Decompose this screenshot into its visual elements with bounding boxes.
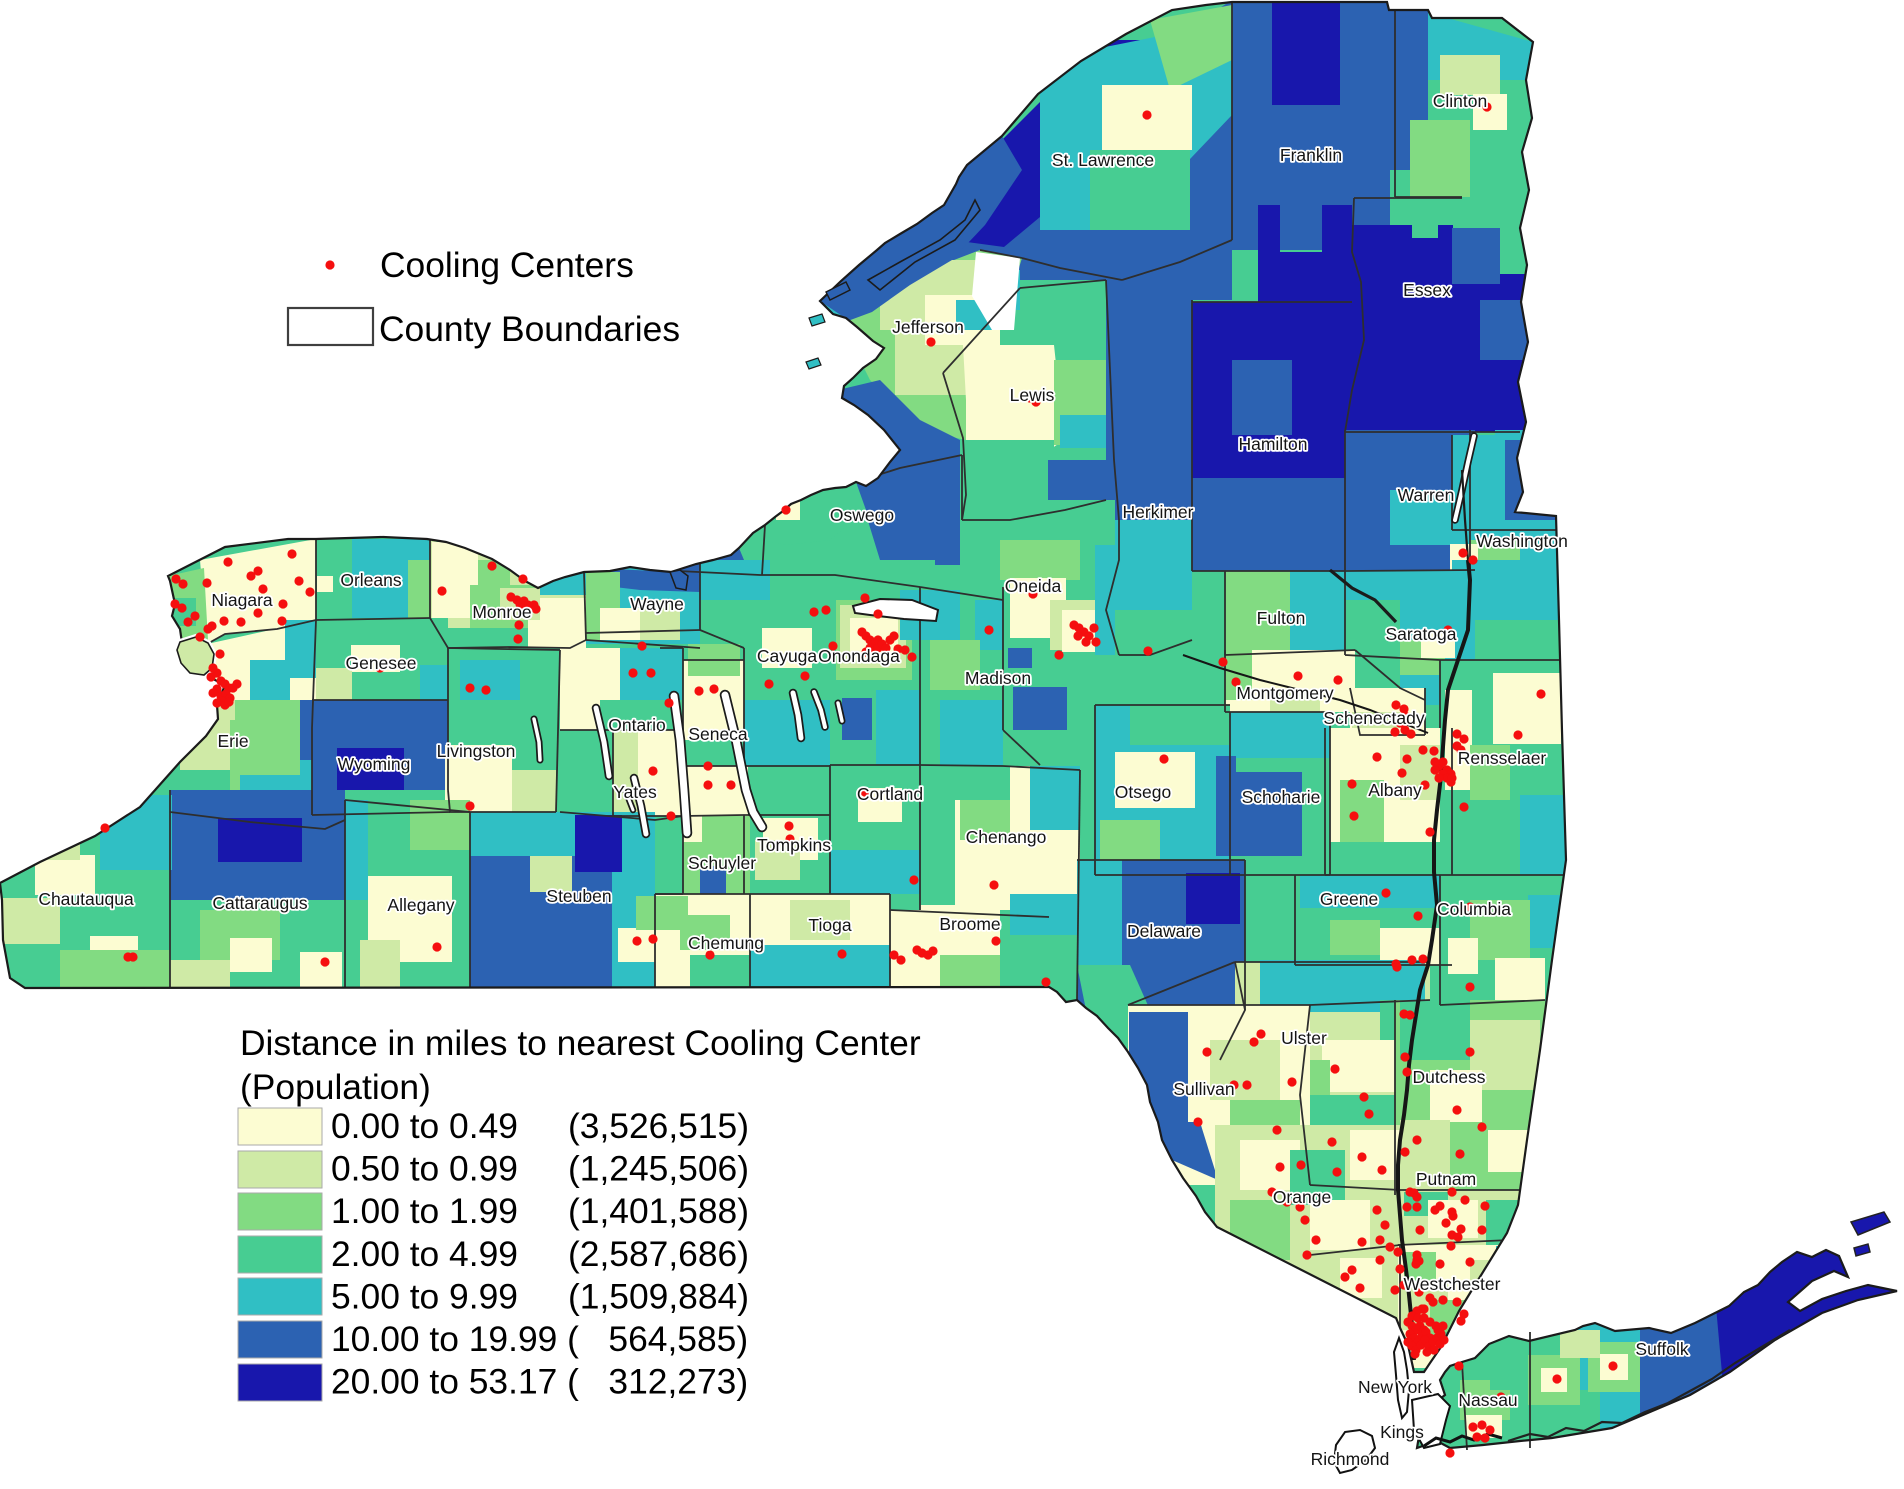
svg-text:Columbia: Columbia — [1437, 899, 1511, 919]
svg-text:Chautauqua: Chautauqua — [38, 889, 134, 909]
svg-text:1.00 to 1.99: 1.00 to 1.99 — [331, 1191, 518, 1231]
svg-text:St. Lawrence: St. Lawrence — [1052, 150, 1154, 170]
svg-text:2.00 to 4.99: 2.00 to 4.99 — [331, 1234, 518, 1274]
svg-text:Cattaraugus: Cattaraugus — [212, 893, 308, 913]
svg-text:Greene: Greene — [1320, 889, 1378, 909]
svg-text:20.00 to 53.17 ( 312,273): 20.00 to 53.17 ( 312,273) — [331, 1362, 748, 1402]
svg-text:Monroe: Monroe — [472, 602, 531, 622]
svg-text:Sullivan: Sullivan — [1173, 1079, 1234, 1099]
svg-text:Ulster: Ulster — [1281, 1028, 1327, 1048]
svg-text:Rensselaer: Rensselaer — [1458, 748, 1547, 768]
svg-text:Franklin: Franklin — [1280, 145, 1342, 165]
svg-text:Broome: Broome — [939, 914, 1000, 934]
svg-text:Nassau: Nassau — [1458, 1390, 1517, 1410]
svg-text:Tompkins: Tompkins — [757, 835, 831, 855]
svg-text:Montgomery: Montgomery — [1236, 683, 1334, 703]
svg-text:Hamilton: Hamilton — [1238, 434, 1307, 454]
svg-text:Herkimer: Herkimer — [1123, 502, 1194, 522]
svg-text:Erie: Erie — [217, 731, 248, 751]
svg-text:5.00 to 9.99: 5.00 to 9.99 — [331, 1276, 518, 1316]
svg-text:10.00 to 19.99 ( 564,585): 10.00 to 19.99 ( 564,585) — [331, 1319, 748, 1359]
svg-text:Lewis: Lewis — [1010, 385, 1055, 405]
svg-text:Cooling Centers: Cooling Centers — [380, 245, 634, 285]
svg-text:(Population): (Population) — [240, 1067, 431, 1107]
svg-text:Dutchess: Dutchess — [1413, 1067, 1486, 1087]
svg-text:Ontario: Ontario — [608, 715, 665, 735]
svg-text:County Boundaries: County Boundaries — [379, 309, 680, 349]
svg-text:Fulton: Fulton — [1257, 608, 1306, 628]
svg-text:Genesee: Genesee — [345, 653, 416, 673]
svg-text:Saratoga: Saratoga — [1385, 624, 1456, 644]
svg-text:Otsego: Otsego — [1115, 782, 1171, 802]
svg-text:Kings: Kings — [1380, 1422, 1424, 1442]
svg-text:Tioga: Tioga — [808, 915, 851, 935]
svg-text:Schuyler: Schuyler — [688, 853, 756, 873]
svg-text:(1,509,884): (1,509,884) — [568, 1276, 749, 1316]
svg-text:Yates: Yates — [613, 782, 657, 802]
svg-text:Chenango: Chenango — [966, 827, 1047, 847]
svg-text:(3,526,515): (3,526,515) — [568, 1106, 749, 1146]
svg-text:(2,587,686): (2,587,686) — [568, 1234, 749, 1274]
svg-text:Onondaga: Onondaga — [818, 646, 900, 666]
svg-text:0.00 to 0.49: 0.00 to 0.49 — [331, 1106, 518, 1146]
svg-text:Cortland: Cortland — [857, 784, 923, 804]
svg-text:Madison: Madison — [965, 668, 1031, 688]
svg-text:Allegany: Allegany — [387, 895, 454, 915]
svg-text:Seneca: Seneca — [688, 724, 748, 744]
svg-text:Jefferson: Jefferson — [892, 317, 964, 337]
svg-text:Wyoming: Wyoming — [338, 754, 411, 774]
svg-text:Suffolk: Suffolk — [1635, 1339, 1688, 1359]
svg-text:Putnam: Putnam — [1416, 1169, 1476, 1189]
svg-text:New York: New York — [1358, 1377, 1432, 1397]
svg-text:Livingston: Livingston — [437, 741, 516, 761]
svg-text:Distance in miles to nearest C: Distance in miles to nearest Cooling Cen… — [240, 1023, 921, 1063]
svg-text:Chemung: Chemung — [688, 933, 764, 953]
svg-text:(1,245,506): (1,245,506) — [568, 1149, 749, 1189]
svg-text:Schenectady: Schenectady — [1323, 708, 1424, 728]
svg-text:Oneida: Oneida — [1005, 576, 1062, 596]
svg-text:0.50 to 0.99: 0.50 to 0.99 — [331, 1149, 518, 1189]
svg-text:Richmond: Richmond — [1311, 1449, 1390, 1469]
svg-text:Wayne: Wayne — [630, 594, 684, 614]
svg-text:Oswego: Oswego — [830, 505, 894, 525]
svg-text:Washington: Washington — [1476, 531, 1568, 551]
svg-text:Essex: Essex — [1403, 280, 1451, 300]
svg-text:Westchester: Westchester — [1404, 1274, 1501, 1294]
svg-text:Steuben: Steuben — [546, 886, 611, 906]
svg-text:Clinton: Clinton — [1433, 91, 1487, 111]
svg-text:Schoharie: Schoharie — [1242, 787, 1321, 807]
svg-text:Orange: Orange — [1273, 1187, 1331, 1207]
svg-text:Orleans: Orleans — [340, 570, 402, 590]
svg-text:(1,401,588): (1,401,588) — [568, 1191, 749, 1231]
svg-text:Delaware: Delaware — [1127, 921, 1201, 941]
svg-text:Albany: Albany — [1368, 780, 1422, 800]
svg-text:Warren: Warren — [1398, 485, 1455, 505]
svg-text:Niagara: Niagara — [211, 590, 273, 610]
svg-text:Cayuga: Cayuga — [757, 646, 818, 666]
